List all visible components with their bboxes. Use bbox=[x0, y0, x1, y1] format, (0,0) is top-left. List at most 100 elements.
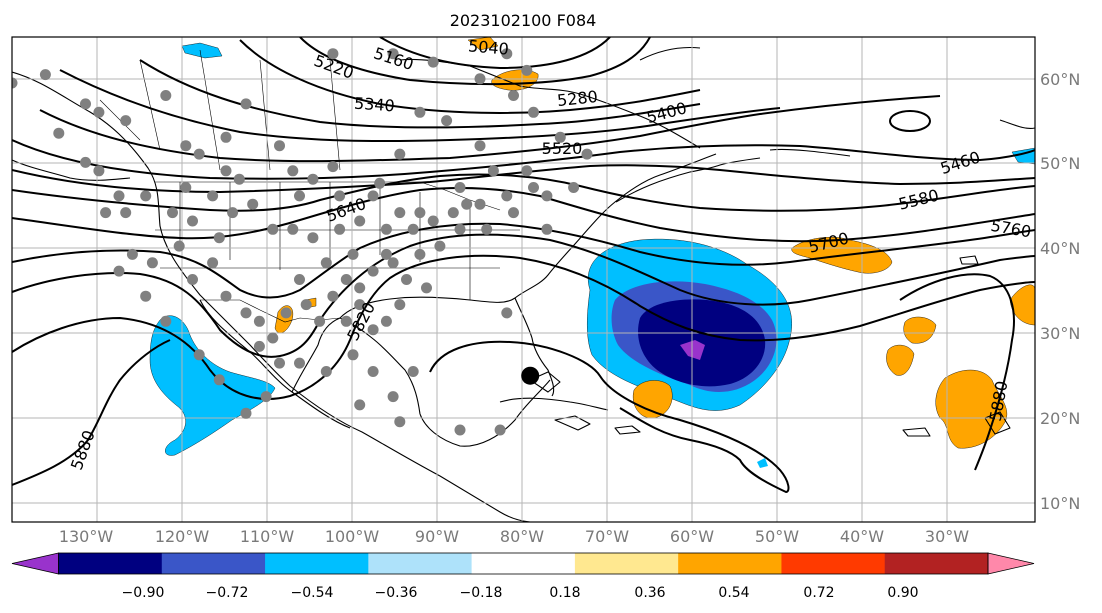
observation-site-dot bbox=[380, 223, 392, 235]
colorbar-tick-label: −0.36 bbox=[375, 585, 418, 601]
observation-site-dot bbox=[414, 106, 426, 118]
observation-site-dot bbox=[441, 115, 453, 127]
observation-site-dot bbox=[213, 232, 225, 244]
observation-site-dot bbox=[287, 165, 299, 177]
observation-site-dot bbox=[354, 282, 366, 294]
contour-label: 5040 bbox=[467, 36, 509, 58]
observation-site-dot bbox=[508, 207, 519, 219]
contour-5880-west bbox=[12, 339, 171, 486]
observation-site-dot bbox=[401, 274, 412, 285]
observation-site-dot bbox=[93, 106, 105, 118]
marked-point bbox=[521, 366, 540, 385]
colorbar-extend-low bbox=[11, 552, 59, 575]
observation-site-dot bbox=[120, 207, 132, 219]
observation-site-dot bbox=[474, 198, 486, 210]
observation-site-dot bbox=[354, 399, 366, 411]
observation-site-dot bbox=[227, 207, 239, 219]
observation-site-dot bbox=[367, 366, 379, 377]
contour-5760 bbox=[12, 233, 1035, 358]
observation-site-dot bbox=[394, 416, 406, 428]
colorbar-segment bbox=[574, 553, 679, 574]
observation-site-dot bbox=[307, 173, 319, 185]
colorbar-segment bbox=[58, 553, 163, 574]
observation-site-dot bbox=[427, 56, 439, 68]
orange-anomaly-3 bbox=[935, 369, 1007, 449]
colorbar-tick-label: −0.72 bbox=[206, 585, 249, 601]
observation-site-dot bbox=[287, 223, 299, 235]
observation-site-dot bbox=[213, 374, 225, 386]
observation-site-dot bbox=[454, 223, 466, 235]
lon-label: 90°W bbox=[415, 527, 459, 546]
colorbar-segment bbox=[678, 553, 782, 574]
contour-label: 5340 bbox=[353, 94, 395, 116]
lon-label: 70°W bbox=[585, 527, 629, 546]
cyan-anomaly-hudson bbox=[181, 42, 223, 59]
observation-site-dot bbox=[220, 290, 232, 302]
cyan-anomaly-small bbox=[757, 458, 768, 468]
orange-anomaly-5 bbox=[886, 344, 915, 376]
observation-site-dot bbox=[327, 290, 339, 302]
observation-site-dot bbox=[173, 240, 185, 252]
observation-sites bbox=[12, 48, 593, 436]
observation-site-dot bbox=[554, 131, 566, 143]
observation-site-dot bbox=[120, 115, 132, 127]
colorbar-tick-label: 0.90 bbox=[887, 585, 918, 601]
observation-site-dot bbox=[367, 265, 379, 277]
observation-site-dot bbox=[380, 315, 392, 327]
lon-label: 40°W bbox=[840, 527, 884, 546]
observation-site-dot bbox=[487, 165, 499, 177]
observation-site-dot bbox=[541, 223, 553, 235]
observation-site-dot bbox=[394, 207, 406, 219]
observation-site-dot bbox=[160, 315, 172, 327]
observation-site-dot bbox=[220, 165, 232, 177]
observation-site-dot bbox=[334, 223, 346, 235]
observation-site-dot bbox=[501, 190, 513, 202]
observation-site-dot bbox=[474, 73, 486, 85]
observation-site-dot bbox=[207, 190, 219, 202]
observation-site-dot bbox=[414, 248, 426, 260]
latitude-axis-labels: 60°N 50°N 40°N 30°N 20°N 10°N bbox=[1040, 70, 1080, 513]
colorbar-tick-label: −0.90 bbox=[122, 585, 165, 601]
colorbar-tick-label: −0.18 bbox=[460, 585, 503, 601]
observation-site-dot bbox=[340, 315, 352, 327]
observation-site-dot bbox=[387, 257, 399, 269]
observation-site-dot bbox=[454, 424, 466, 436]
colorbar-segment bbox=[884, 553, 989, 574]
observation-site-dot bbox=[93, 165, 105, 177]
observation-site-dot bbox=[354, 299, 366, 311]
observation-site-dot bbox=[240, 307, 252, 319]
observation-site-dot bbox=[267, 332, 279, 344]
lat-label: 20°N bbox=[1040, 409, 1080, 428]
observation-site-dot bbox=[294, 357, 305, 369]
colorbar-tick-label: 0.54 bbox=[718, 585, 749, 601]
observation-site-dot bbox=[394, 299, 406, 311]
observation-site-dot bbox=[294, 274, 305, 285]
observation-site-dot bbox=[320, 366, 332, 377]
observation-site-dot bbox=[528, 106, 539, 118]
cyan-anomaly-pacific bbox=[149, 315, 276, 456]
observation-site-dot bbox=[253, 315, 265, 327]
contour-label: 5520 bbox=[542, 139, 583, 158]
observation-site-dot bbox=[307, 232, 319, 244]
observation-site-dot bbox=[100, 207, 112, 219]
observation-site-dot bbox=[387, 48, 399, 60]
observation-site-dot bbox=[53, 127, 65, 139]
observation-site-dot bbox=[327, 161, 339, 173]
observation-site-dot bbox=[167, 207, 178, 219]
orange-anomaly-1 bbox=[632, 380, 673, 419]
observation-site-dot bbox=[320, 257, 332, 269]
observation-site-dot bbox=[414, 207, 426, 219]
lon-label: 100°W bbox=[325, 527, 380, 546]
colorbar-extend-high bbox=[987, 552, 1035, 575]
observation-site-dot bbox=[12, 77, 18, 89]
observation-site-dot bbox=[374, 177, 386, 189]
observation-site-dot bbox=[380, 248, 392, 260]
observation-site-dot bbox=[187, 274, 198, 285]
observation-site-dot bbox=[367, 324, 379, 336]
observation-site-dot bbox=[427, 215, 439, 227]
contour-5880-far-east bbox=[899, 273, 1015, 471]
observation-site-dot bbox=[187, 215, 198, 227]
contour-5640 bbox=[12, 187, 1035, 243]
colorbar-segment bbox=[161, 553, 266, 574]
